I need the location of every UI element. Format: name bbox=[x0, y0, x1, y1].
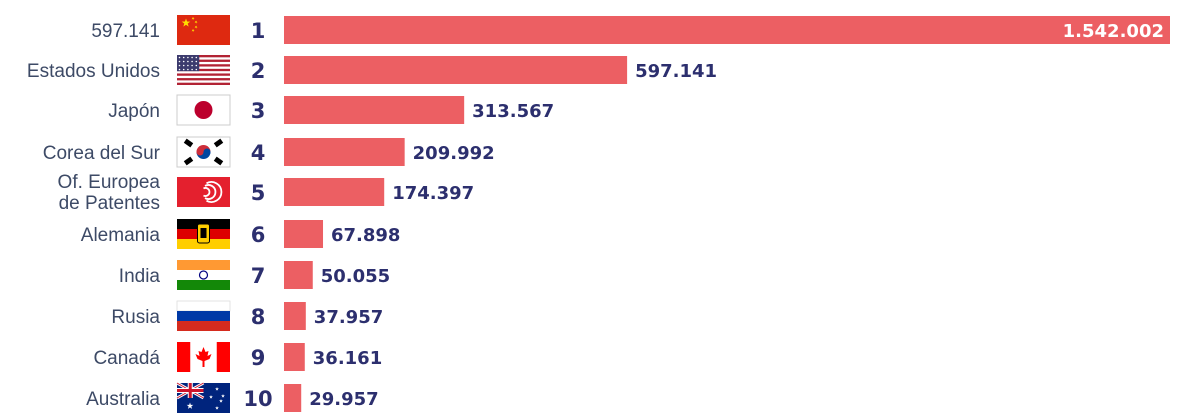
value-label: 29.957 bbox=[309, 389, 378, 410]
bar bbox=[284, 56, 628, 84]
rank-label: 4 bbox=[251, 141, 266, 165]
rank-label: 1 bbox=[251, 19, 266, 43]
value-label: 67.898 bbox=[331, 225, 400, 246]
rank-label: 10 bbox=[243, 387, 272, 411]
value-label: 313.567 bbox=[472, 101, 554, 122]
value-label: 37.957 bbox=[314, 307, 383, 328]
rank-label: 2 bbox=[251, 59, 266, 83]
japan-flag-icon bbox=[176, 94, 231, 126]
value-label: 597.141 bbox=[635, 61, 717, 82]
epo-logo-icon bbox=[177, 177, 230, 207]
value-label: 50.055 bbox=[321, 266, 390, 287]
rank-label: 8 bbox=[251, 305, 266, 329]
bar bbox=[284, 138, 405, 166]
country-label: Japón bbox=[108, 101, 160, 122]
bar bbox=[284, 16, 1170, 44]
rank-label: 6 bbox=[251, 223, 266, 247]
country-label: Of. Europea de Patentes bbox=[58, 172, 161, 214]
value-label: 209.992 bbox=[413, 143, 495, 164]
rank-label: 7 bbox=[251, 264, 266, 288]
rank-label: 9 bbox=[251, 346, 266, 370]
country-label: Australia bbox=[86, 389, 160, 410]
bar bbox=[284, 220, 324, 248]
country-label: Canadá bbox=[93, 348, 160, 369]
bar bbox=[284, 302, 306, 330]
bar bbox=[284, 178, 385, 206]
country-label: Corea del Sur bbox=[43, 143, 161, 164]
south-korea-flag-icon bbox=[176, 136, 231, 168]
bar bbox=[284, 96, 465, 124]
australia-flag-icon bbox=[176, 381, 230, 413]
china-flag-icon bbox=[177, 15, 230, 45]
bar bbox=[284, 384, 302, 412]
country-label: 597.141 bbox=[91, 21, 160, 42]
usa-flag-icon bbox=[177, 55, 230, 85]
bar bbox=[284, 343, 305, 371]
russia-flag-icon bbox=[176, 300, 231, 331]
rank-label: 3 bbox=[251, 99, 266, 123]
rank-label: 5 bbox=[251, 181, 266, 205]
country-label: Rusia bbox=[111, 307, 160, 328]
value-label: 1.542.002 bbox=[1063, 21, 1164, 42]
country-label: Alemania bbox=[81, 225, 161, 246]
value-label: 174.397 bbox=[392, 183, 474, 204]
country-label: Estados Unidos bbox=[27, 61, 160, 82]
value-label: 36.161 bbox=[313, 348, 382, 369]
germany-flag-icon bbox=[177, 219, 230, 249]
canada-flag-icon bbox=[177, 342, 230, 372]
india-flag-icon bbox=[177, 260, 230, 290]
country-label: India bbox=[119, 266, 161, 287]
bar bbox=[284, 261, 313, 289]
